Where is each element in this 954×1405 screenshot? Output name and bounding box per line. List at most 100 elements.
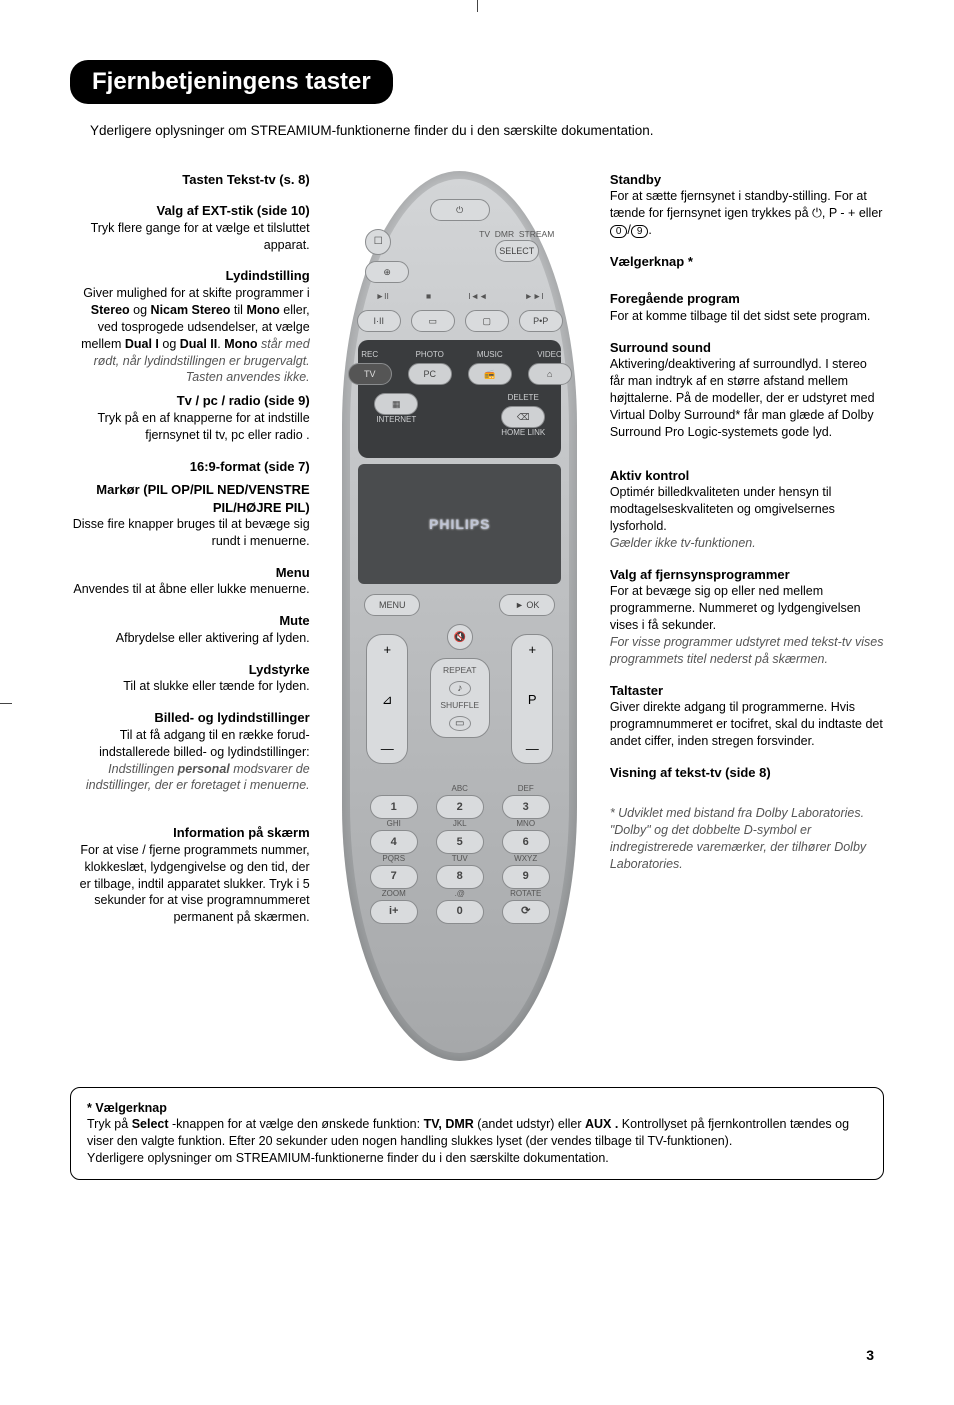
hd-digits: Taltaster <box>610 682 884 700</box>
l: MNO <box>502 819 550 830</box>
key-3[interactable]: 3 <box>502 795 550 819</box>
blk-wide: 16:9-format (side 7) <box>70 458 310 476</box>
pc-mode-button[interactable]: PC <box>408 363 452 385</box>
select-button[interactable]: SELECT <box>495 240 539 262</box>
key-8[interactable]: 8 <box>436 865 484 889</box>
blk-progsel: Valg af fjernsynsprogrammer For at bevæg… <box>610 566 884 668</box>
rotate-button[interactable]: ⟳ <box>502 900 550 924</box>
pip-button[interactable]: P•P <box>519 310 563 332</box>
b: personal <box>178 762 230 776</box>
b: Tv / pc / radio (side 9) <box>177 393 310 408</box>
b: Mono <box>224 337 257 351</box>
center-column: ⏻ ☐ ⊕ TV DMR STREAM SELECT <box>322 171 598 1061</box>
key-5[interactable]: 5 <box>436 830 484 854</box>
play-icon: ►II <box>376 291 389 302</box>
key-1[interactable]: 1 <box>370 795 418 819</box>
footnote-box: * Vælgerknap Tryk på Select -knappen for… <box>70 1087 884 1181</box>
blk-standby: Standby For at sætte fjernsynet i standb… <box>610 171 884 239</box>
ital-sound: Tasten anvendes ikke. <box>186 370 310 384</box>
hd-ext: Valg af EXT-stik (side 10) <box>70 202 310 220</box>
blk-vol: Lydstyrke Til at slukke eller tænde for … <box>70 661 310 695</box>
blk-digits: Taltaster Giver direkte adgang til progr… <box>610 682 884 750</box>
l: DELETE <box>501 393 545 404</box>
bd-info: For at vise / fjerne programmets nummer,… <box>70 842 310 926</box>
shuffle-button[interactable]: ▭ <box>449 716 471 732</box>
three-column-layout: Tasten Tekst-tv (s. 8) Valg af EXT-stik … <box>70 171 884 1061</box>
home-button[interactable]: ⌂ <box>528 363 572 385</box>
dark-panel: RECTV PHOTOPC MUSIC📻 VIDEO⌂ ▦INTERNET DE… <box>358 340 561 458</box>
key-9[interactable]: 9 <box>502 865 550 889</box>
l: WXYZ <box>502 854 550 865</box>
menu-button[interactable]: MENU <box>364 594 420 616</box>
hd-standby: Standby <box>610 171 884 189</box>
key-9-icon: 9 <box>631 225 649 238</box>
volume-rocker[interactable]: + ⊿ — <box>366 634 408 764</box>
blk-menu: Menu Anvendes til at åbne eller lukke me… <box>70 564 310 598</box>
t: til <box>230 303 246 317</box>
l: REPEAT <box>443 665 476 676</box>
t: og <box>159 337 180 351</box>
prog-icon: P <box>528 691 537 709</box>
ext-button[interactable]: ⊕ <box>365 261 409 283</box>
power-icon: ⏻ <box>812 206 822 220</box>
program-rocker[interactable]: + P — <box>511 634 553 764</box>
key-7[interactable]: 7 <box>370 865 418 889</box>
tv-mode-button[interactable]: TV <box>348 363 392 385</box>
surround-button[interactable]: ▦ <box>374 393 418 415</box>
blk-smart: Billed- og lydindstillinger Til at få ad… <box>70 709 310 794</box>
crop-tick-top <box>477 0 478 12</box>
bd-sound: Giver mulighed for at skifte programmer … <box>70 285 310 369</box>
bd-tvpc: Tryk på en af knapperne for at indstille… <box>70 410 310 444</box>
power-button[interactable]: ⏻ <box>430 199 490 221</box>
b: Stereo <box>91 303 130 317</box>
l: .@ <box>436 889 484 900</box>
key-6[interactable]: 6 <box>502 830 550 854</box>
teletext-button[interactable]: ☐ <box>365 229 391 255</box>
bd-surround: Aktivering/deaktivering af surroundlyd. … <box>610 356 884 440</box>
blk-ttxview: Visning af tekst-tv (side 8) <box>610 764 884 782</box>
key-2[interactable]: 2 <box>436 795 484 819</box>
intro-text: Yderligere oplysninger om STREAMIUM-funk… <box>90 122 884 140</box>
ixii-button[interactable]: I·II <box>357 310 401 332</box>
bd-prev: For at komme tilbage til det sidst sete … <box>610 308 884 325</box>
vol-icon: ⊿ <box>382 691 393 709</box>
l: PHOTO <box>408 350 452 361</box>
key-0[interactable]: 0 <box>436 900 484 924</box>
l: STREAM <box>519 229 554 239</box>
repeat-button[interactable]: ♪ <box>449 681 471 697</box>
rocker-area: 🔇 + ⊿ — + P — REPEAT ♪ <box>352 624 567 774</box>
key-4[interactable]: 4 <box>370 830 418 854</box>
hd-cursor: Markør (PIL OP/PIL NED/VENSTRE PIL/HØJRE… <box>70 481 310 516</box>
info-button[interactable]: i+ <box>370 900 418 924</box>
l: REC <box>348 350 392 361</box>
ok-button[interactable]: ► OK <box>499 594 555 616</box>
hd-ttxview: Visning af tekst-tv (side 8) <box>610 764 884 782</box>
blk-teletext: Tasten Tekst-tv (s. 8) <box>70 171 310 189</box>
hd-sound: Lydindstilling <box>70 267 310 285</box>
numeric-keypad: 1 ABC2 DEF3 GHI4 JKL5 MNO6 PQRS7 TUV8 <box>364 784 555 923</box>
wide-button[interactable]: ▭ <box>411 310 455 332</box>
blk-surround: Surround sound Aktivering/deaktivering a… <box>610 339 884 441</box>
b: Dual II <box>180 337 218 351</box>
blk-selector: Vælgerknap * <box>610 253 884 271</box>
box-button[interactable]: ▢ <box>465 310 509 332</box>
hd-vol: Lydstyrke <box>70 661 310 679</box>
crop-tick-left <box>0 703 12 704</box>
radio-mode-button[interactable]: 📻 <box>468 363 512 385</box>
blk-mute: Mute Afbrydelse eller aktivering af lyde… <box>70 612 310 646</box>
mute-button[interactable]: 🔇 <box>447 624 473 650</box>
bd-menu: Anvendes til at åbne eller lukke menuern… <box>70 581 310 598</box>
b: TV, DMR <box>424 1117 474 1131</box>
blk-prev: Foregående program For at komme tilbage … <box>610 290 884 324</box>
l: TUV <box>436 854 484 865</box>
bd-progsel: For at bevæge sig op eller ned mellem pr… <box>610 583 884 634</box>
hd-menu: Menu <box>70 564 310 582</box>
hd-selector: Vælgerknap * <box>610 253 884 271</box>
center-buttons: REPEAT ♪ SHUFFLE ▭ <box>430 658 490 738</box>
blk-sound: Lydindstilling Giver mulighed for at ski… <box>70 267 310 386</box>
delete-button[interactable]: ⌫ <box>501 406 545 428</box>
bd-standby: For at sætte fjernsynet i standby-stilli… <box>610 188 884 239</box>
l: DMR <box>495 229 514 239</box>
bd-vol: Til at slukke eller tænde for lyden. <box>70 678 310 695</box>
l: ROTATE <box>502 889 550 900</box>
